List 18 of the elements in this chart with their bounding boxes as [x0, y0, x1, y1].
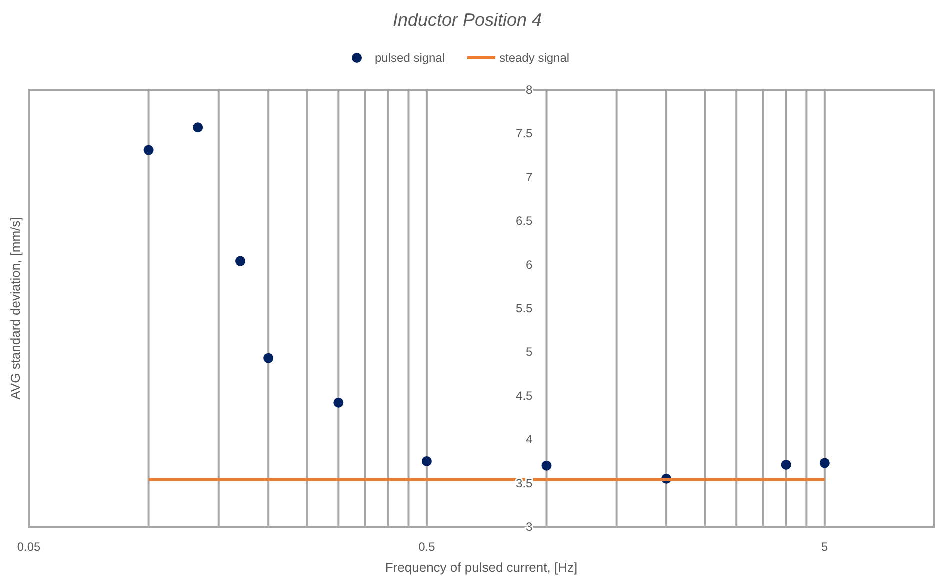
y-tick-label: 6: [526, 258, 534, 272]
x-tick-label: 0.05: [17, 540, 41, 554]
y-axis-title: AVG standard deviation, [mm/s]: [8, 217, 23, 400]
y-tick-label: 6.5: [516, 214, 534, 228]
chart-title: Inductor Position 4: [392, 10, 542, 30]
y-tick-label: 3: [526, 520, 534, 534]
y-tick-label: 4: [526, 432, 534, 447]
y-tick-label: 4.5: [516, 388, 534, 403]
legend-label: pulsed signal: [375, 51, 446, 65]
y-tick-label: 7.5: [516, 126, 534, 141]
y-tick-label: 5: [526, 345, 534, 360]
x-tick-label: 0.5: [418, 540, 436, 554]
y-tick-label: 7: [526, 170, 534, 184]
y-tick-label: 5.5: [516, 302, 534, 316]
legend-label: steady signal: [500, 51, 570, 65]
x-tick-label: 5: [822, 540, 829, 554]
x-axis-title: Frequency of pulsed current, [Hz]: [385, 560, 578, 575]
y-tick-label: 8: [526, 83, 534, 97]
